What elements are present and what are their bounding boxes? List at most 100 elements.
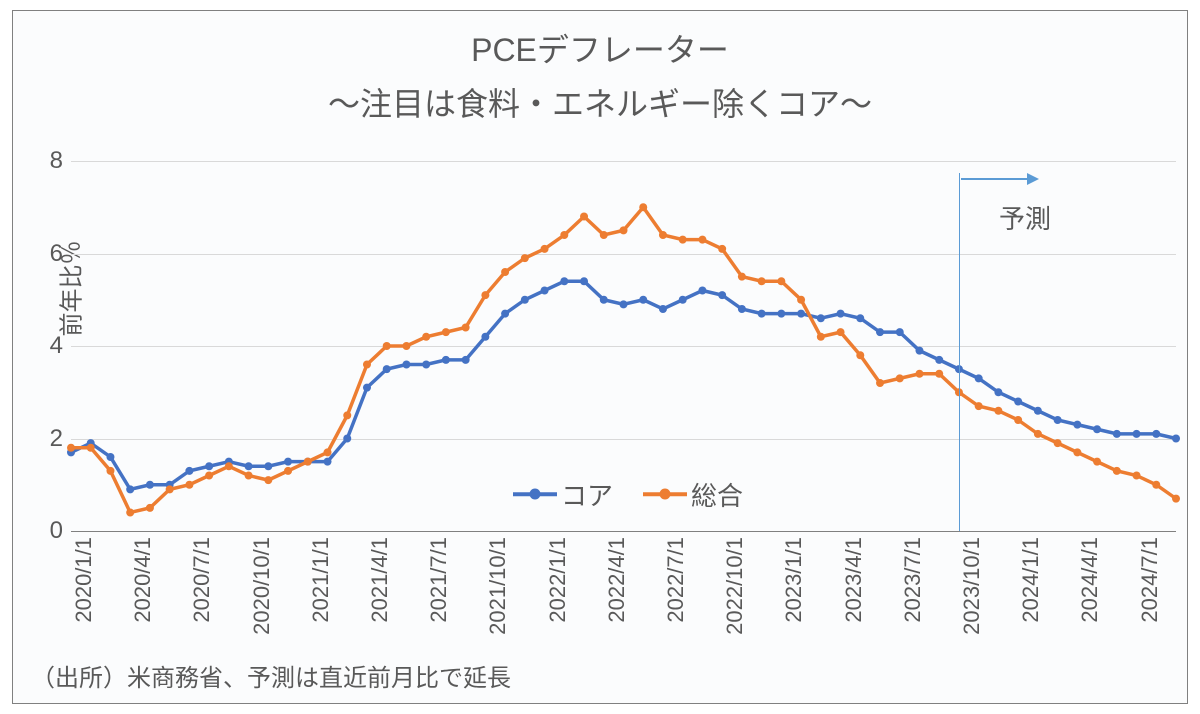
y-tick-label: 0 [50, 517, 63, 545]
series-marker [1093, 425, 1101, 433]
series-marker [205, 472, 213, 480]
series-marker [1172, 435, 1180, 443]
x-tick-label: 2023/4/1 [841, 537, 867, 623]
x-tick-label: 2021/4/1 [367, 537, 393, 623]
series-marker [264, 462, 272, 470]
x-tick-label: 2021/7/1 [426, 537, 452, 623]
series-marker [146, 481, 154, 489]
series-marker [777, 310, 785, 318]
series-marker [442, 356, 450, 364]
series-marker [1014, 416, 1022, 424]
series-marker [106, 453, 114, 461]
legend-label: コア [561, 476, 613, 513]
series-marker [1054, 416, 1062, 424]
gridline [71, 531, 1176, 532]
series-marker [1113, 430, 1121, 438]
series-marker [106, 467, 114, 475]
series-marker [383, 365, 391, 373]
series-marker [304, 458, 312, 466]
x-tick-label: 2022/4/1 [604, 537, 630, 623]
title-line-2: ～注目は食料・エネルギー除くコア～ [13, 79, 1187, 125]
series-marker [1054, 439, 1062, 447]
y-tick-label: 4 [50, 332, 63, 360]
x-tick-label: 2020/10/1 [249, 537, 275, 635]
series-marker [501, 268, 509, 276]
series-marker [1172, 495, 1180, 503]
series-marker [185, 481, 193, 489]
series-marker [837, 310, 845, 318]
series-marker [679, 236, 687, 244]
series-marker [422, 361, 430, 369]
series-marker [896, 328, 904, 336]
series-marker [1073, 448, 1081, 456]
x-tick-label: 2022/7/1 [663, 537, 689, 623]
series-line-コア [71, 281, 1176, 489]
x-tick-label: 2023/1/1 [781, 537, 807, 623]
series-marker [1133, 430, 1141, 438]
series-marker [797, 296, 805, 304]
legend-item: 総合 [643, 476, 743, 513]
series-marker [501, 310, 509, 318]
legend-swatch [643, 480, 687, 508]
x-tick-label: 2020/1/1 [71, 537, 97, 623]
forecast-line [959, 173, 961, 531]
y-tick-label: 2 [50, 425, 63, 453]
legend-item: コア [513, 476, 613, 513]
series-line-総合 [71, 207, 1176, 512]
series-marker [915, 370, 923, 378]
series-marker [659, 305, 667, 313]
series-marker [994, 407, 1002, 415]
series-marker [758, 277, 766, 285]
series-marker [620, 300, 628, 308]
series-marker [383, 342, 391, 350]
series-marker [975, 402, 983, 410]
series-marker [718, 245, 726, 253]
series-marker [935, 356, 943, 364]
series-marker [245, 462, 253, 470]
y-tick-label: 6 [50, 240, 63, 268]
series-marker [185, 467, 193, 475]
series-marker [580, 277, 588, 285]
series-marker [363, 361, 371, 369]
series-marker [738, 305, 746, 313]
series-marker [146, 504, 154, 512]
series-marker [205, 462, 213, 470]
chart-container: PCEデフレーター ～注目は食料・エネルギー除くコア～ 前年比％ 0246820… [12, 10, 1188, 704]
series-marker [245, 472, 253, 480]
series-marker [876, 379, 884, 387]
x-tick-label: 2023/7/1 [900, 537, 926, 623]
series-marker [126, 509, 134, 517]
series-marker [442, 328, 450, 336]
x-tick-label: 2020/7/1 [189, 537, 215, 623]
series-marker [402, 361, 410, 369]
series-marker [856, 351, 864, 359]
series-marker [521, 296, 529, 304]
series-marker [758, 310, 766, 318]
source-text: （出所）米商務省、予測は直近前月比で延長 [31, 658, 511, 693]
series-marker [738, 273, 746, 281]
series-marker [462, 356, 470, 364]
series-marker [126, 485, 134, 493]
series-marker [67, 444, 75, 452]
series-marker [560, 277, 568, 285]
series-marker [1034, 407, 1042, 415]
series-marker [896, 374, 904, 382]
x-tick-label: 2023/10/1 [959, 537, 985, 635]
x-tick-label: 2024/7/1 [1137, 537, 1163, 623]
y-tick-label: 8 [50, 147, 63, 175]
x-tick-label: 2024/1/1 [1018, 537, 1044, 623]
series-marker [481, 291, 489, 299]
legend: コア総合 [513, 476, 743, 513]
series-marker [560, 231, 568, 239]
x-tick-label: 2022/10/1 [722, 537, 748, 635]
series-marker [639, 296, 647, 304]
legend-swatch [513, 480, 557, 508]
series-marker [935, 370, 943, 378]
series-marker [1152, 481, 1160, 489]
series-marker [1093, 458, 1101, 466]
series-marker [324, 458, 332, 466]
series-marker [343, 435, 351, 443]
x-tick-label: 2020/4/1 [130, 537, 156, 623]
series-marker [817, 314, 825, 322]
series-marker [698, 236, 706, 244]
